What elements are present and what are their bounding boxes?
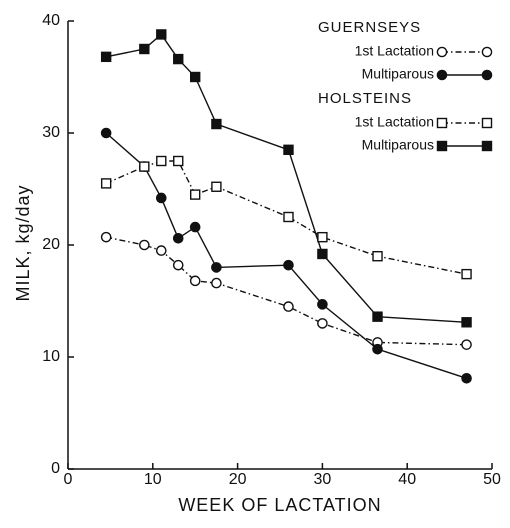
legend-marker [481, 46, 493, 58]
legend-marker [436, 69, 448, 81]
legend-marker [436, 140, 448, 152]
data-point [155, 245, 167, 256]
data-point [172, 259, 184, 271]
data-point [283, 259, 294, 271]
data-point [100, 178, 112, 189]
data-point [372, 343, 383, 355]
data-point [173, 53, 184, 65]
y-tick-label: 40 [42, 12, 60, 29]
y-tick-label: 30 [42, 124, 60, 141]
legend-label: Multiparous [362, 66, 434, 82]
data-point [317, 299, 328, 310]
data-point [100, 231, 112, 243]
data-point [155, 192, 167, 204]
data-point [211, 277, 222, 289]
legend-label: 1st Lactation [355, 114, 434, 130]
legend-group-title: GUERNSEYS [318, 19, 421, 36]
data-point [156, 155, 167, 167]
data-point [156, 29, 167, 40]
data-point [372, 250, 383, 262]
data-point [317, 248, 328, 260]
data-point [461, 372, 472, 384]
legend-marker [436, 117, 448, 129]
data-point [189, 71, 201, 83]
y-tick-label: 0 [51, 460, 60, 477]
y-tick-label: 20 [42, 236, 60, 253]
legend-group-title: HOLSTEINS [318, 90, 412, 107]
data-point [189, 221, 201, 233]
x-tick-label: 10 [144, 471, 162, 488]
legend-label: Multiparous [362, 137, 434, 153]
data-point [211, 181, 222, 192]
legend-marker [481, 117, 493, 129]
data-point [283, 144, 294, 156]
data-point [461, 317, 472, 328]
data-point [461, 339, 472, 350]
x-tick-label: 30 [314, 471, 332, 488]
x-tick-label: 20 [229, 471, 247, 488]
data-point [283, 301, 294, 312]
legend-marker [481, 69, 493, 81]
y-axis-label: MILK, kg/day [13, 184, 33, 301]
data-point [173, 155, 184, 167]
legend-marker [436, 46, 448, 58]
x-tick-label: 0 [64, 471, 73, 488]
series-line [105, 160, 467, 275]
series-line [105, 132, 467, 379]
data-point [211, 118, 222, 130]
series-line [106, 33, 467, 323]
data-point [172, 232, 184, 244]
x-axis-label: WEEK OF LACTATION [178, 495, 381, 515]
y-tick-label: 10 [42, 348, 60, 365]
data-point [139, 161, 150, 172]
data-point [189, 189, 201, 200]
data-point [211, 262, 222, 273]
data-point [189, 275, 201, 287]
x-tick-label: 40 [398, 471, 416, 488]
data-point [100, 127, 112, 139]
data-point [317, 231, 328, 243]
legend-label: 1st Lactation [355, 43, 434, 59]
legend-marker [481, 140, 493, 152]
data-point [139, 239, 150, 251]
data-point [100, 51, 112, 63]
data-point [317, 318, 328, 329]
data-point [461, 268, 472, 280]
data-point [283, 211, 294, 223]
series-line [106, 236, 467, 346]
x-tick-label: 50 [483, 471, 501, 488]
data-point [372, 311, 383, 322]
data-point [139, 43, 150, 55]
